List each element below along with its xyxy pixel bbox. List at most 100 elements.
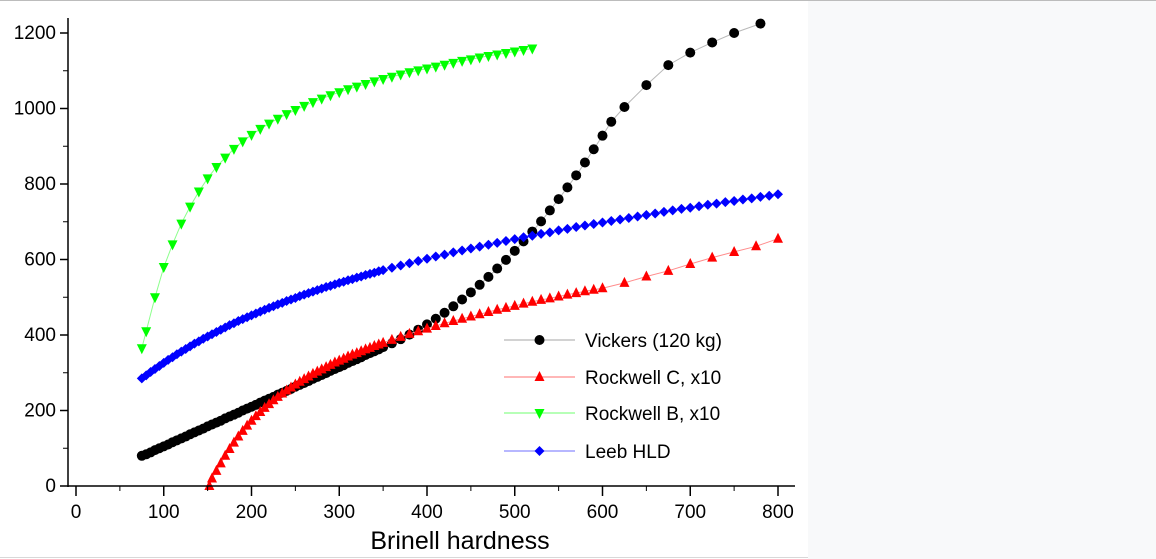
data-point xyxy=(483,52,494,63)
data-point xyxy=(448,301,459,312)
data-point xyxy=(422,253,432,264)
data-point xyxy=(685,202,696,213)
data-point xyxy=(378,265,389,276)
data-point xyxy=(334,88,345,99)
y-tick-label: 600 xyxy=(24,250,56,271)
data-point xyxy=(650,208,661,219)
data-point xyxy=(211,163,222,174)
legend-marker xyxy=(534,335,545,345)
data-point xyxy=(378,75,389,86)
data-point xyxy=(751,240,762,251)
data-point xyxy=(707,251,718,262)
data-point xyxy=(430,313,441,324)
data-point xyxy=(316,94,327,105)
x-tick-label: 0 xyxy=(71,502,82,523)
data-point xyxy=(422,322,432,333)
data-point xyxy=(255,124,266,135)
data-point xyxy=(474,241,485,252)
bottom-border xyxy=(0,557,808,558)
data-point xyxy=(448,315,459,326)
data-point xyxy=(220,449,231,460)
data-point xyxy=(285,381,296,392)
data-point xyxy=(272,390,283,401)
legend-label: Rockwell B, x10 xyxy=(585,404,720,425)
data-point xyxy=(562,182,573,193)
legend-label: Rockwell C, x10 xyxy=(585,368,721,389)
data-point xyxy=(641,80,652,91)
data-point xyxy=(588,219,599,230)
data-point xyxy=(492,303,503,314)
data-point xyxy=(158,263,169,274)
data-point xyxy=(360,79,371,90)
data-point xyxy=(167,240,178,251)
legend-label: Vickers (120 kg) xyxy=(585,331,722,352)
data-point xyxy=(720,197,731,208)
series-rockwell-b-x10 xyxy=(136,44,538,355)
legend-marker xyxy=(534,446,545,456)
x-tick-label: 100 xyxy=(148,502,180,523)
series-line xyxy=(208,238,779,487)
data-point xyxy=(606,116,617,127)
series-leeb-hld xyxy=(136,189,783,384)
data-point xyxy=(299,101,310,112)
data-point xyxy=(544,292,555,303)
data-point xyxy=(465,243,476,254)
data-point xyxy=(755,191,766,202)
data-point xyxy=(386,333,397,344)
data-point xyxy=(500,301,511,312)
legend: Vickers (120 kg) Rockwell C, x10 Rockwell … xyxy=(504,331,722,463)
data-point xyxy=(562,223,573,234)
series-line xyxy=(141,48,533,349)
data-point xyxy=(509,299,520,310)
data-point xyxy=(483,305,494,316)
data-point xyxy=(204,480,215,490)
data-point xyxy=(272,114,283,125)
data-point xyxy=(395,330,406,341)
data-point xyxy=(264,119,275,130)
data-point xyxy=(536,293,547,304)
x-tick-label: 200 xyxy=(236,502,268,523)
data-point xyxy=(500,254,511,265)
data-point xyxy=(764,190,775,201)
data-point xyxy=(457,245,468,256)
data-point xyxy=(474,279,485,290)
data-point xyxy=(737,194,748,205)
data-point xyxy=(597,217,608,228)
data-point xyxy=(404,68,415,79)
data-point xyxy=(492,50,503,61)
data-point xyxy=(536,216,547,227)
data-point xyxy=(448,58,459,69)
data-point xyxy=(439,249,450,260)
data-point xyxy=(430,319,441,330)
data-point xyxy=(202,174,213,185)
data-point xyxy=(544,227,555,238)
data-point xyxy=(193,187,204,198)
data-point xyxy=(465,310,476,321)
y-ticks: 0 200 400 600 800 1000 1200 xyxy=(14,23,68,497)
x-tick-label: 700 xyxy=(674,502,706,523)
data-point xyxy=(439,317,450,328)
data-point xyxy=(773,232,783,243)
data-point xyxy=(518,232,529,243)
data-point xyxy=(474,308,485,319)
data-point xyxy=(465,287,476,298)
data-point xyxy=(404,327,415,338)
data-point xyxy=(395,260,406,271)
data-point xyxy=(527,295,538,306)
data-point xyxy=(667,205,678,216)
data-point xyxy=(281,384,292,395)
data-point xyxy=(619,276,630,287)
data-point xyxy=(588,283,599,294)
right-blank-panel xyxy=(808,1,1156,559)
data-point xyxy=(294,375,305,386)
data-point xyxy=(413,325,424,336)
data-point xyxy=(413,256,424,267)
data-point xyxy=(597,282,608,293)
legend-label: Leeb HLD xyxy=(585,442,671,463)
data-point xyxy=(729,28,740,38)
data-point xyxy=(474,53,485,64)
data-point xyxy=(281,110,292,121)
data-point xyxy=(658,206,669,217)
legend-marker xyxy=(534,371,545,381)
data-point xyxy=(483,271,494,282)
